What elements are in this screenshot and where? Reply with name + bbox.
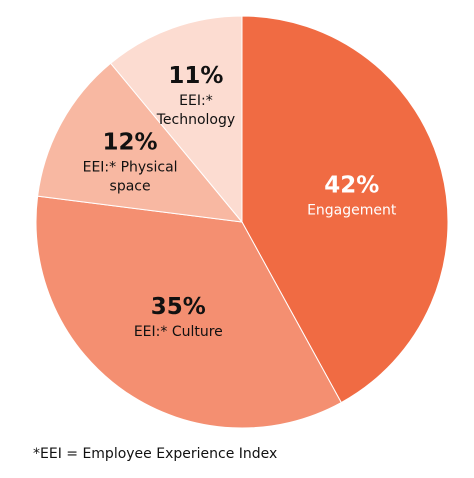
footnote: *EEI = Employee Experience Index [33, 446, 278, 462]
pie-labels: 42% Engagement 35% EEI:* Culture 12% EEI:* Ph… [83, 63, 397, 340]
slice-category-label: EEI:* [179, 93, 213, 109]
slice-category-label: space [110, 178, 151, 194]
pie-slice-engagement [241, 15, 449, 404]
slice-value-label: 11% [168, 63, 223, 89]
slice-category-label: Technology [156, 112, 235, 128]
slice-category-label: EEI:* Physical [83, 159, 178, 175]
pie-slice-eei-culture [35, 195, 342, 429]
slice-value-label: 12% [103, 129, 158, 155]
slice-value-label: 35% [151, 294, 206, 320]
pie-slices [35, 15, 449, 429]
slice-category-label: Engagement [307, 202, 397, 218]
slice-category-label: EEI:* Culture [134, 324, 223, 340]
slice-value-label: 42% [324, 172, 379, 198]
pie-slice-eei-physical-space [37, 62, 244, 223]
pie-slice-eei-technology [109, 15, 243, 224]
